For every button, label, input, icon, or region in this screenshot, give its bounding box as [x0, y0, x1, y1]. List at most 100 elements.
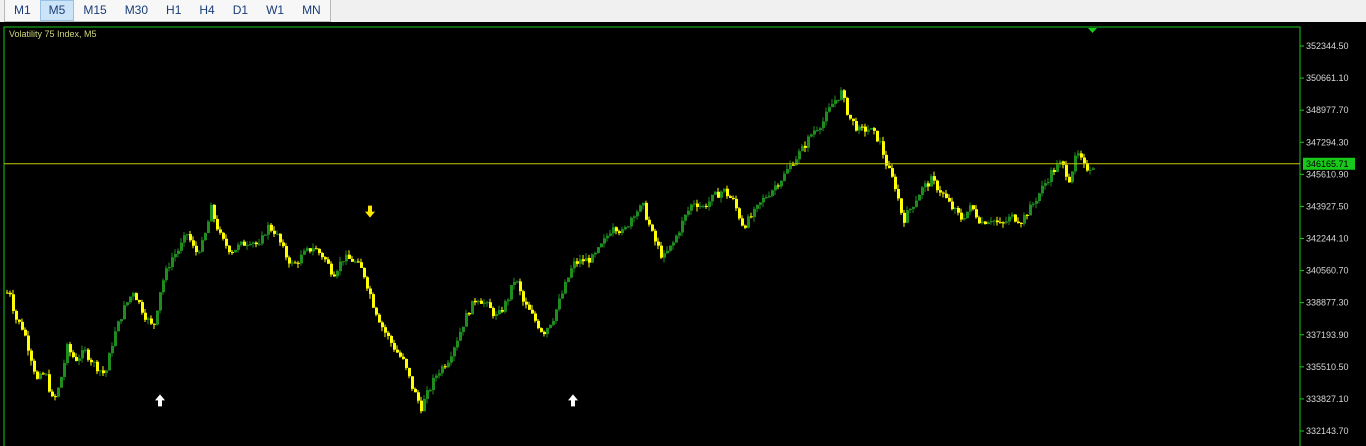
candle-body	[351, 258, 354, 262]
candle-body	[450, 356, 453, 363]
candle-body	[882, 141, 885, 155]
candle-body	[966, 211, 969, 219]
candle-body	[339, 261, 342, 272]
candle-body	[777, 185, 780, 187]
candle-body	[954, 208, 957, 210]
candle-body	[546, 328, 549, 335]
candle-body	[423, 398, 426, 412]
candle-body	[1032, 203, 1035, 205]
candle-body	[1050, 170, 1053, 182]
candle-body	[477, 300, 480, 303]
timeframe-m30-button[interactable]: M30	[124, 3, 149, 17]
candle-body	[57, 387, 60, 397]
price-tick-label: 342244.10	[1306, 234, 1349, 244]
candle-body	[213, 204, 216, 219]
candle-body	[144, 312, 147, 320]
timeframe-d1-button[interactable]: D1	[232, 3, 249, 17]
candle-body	[168, 266, 171, 269]
candle-body	[576, 261, 579, 264]
candle-body	[1065, 164, 1068, 177]
candle-body	[45, 374, 48, 376]
candle-body	[714, 191, 717, 195]
candle-body	[453, 347, 456, 357]
timeframe-m15-button[interactable]: M15	[83, 3, 107, 17]
candle-body	[201, 240, 204, 252]
candle-body	[867, 129, 870, 132]
candle-body	[465, 312, 468, 327]
candle-body	[534, 313, 537, 321]
candle-body	[735, 198, 738, 209]
candle-body	[771, 190, 774, 196]
candle-body	[1044, 183, 1047, 186]
candle-body	[885, 154, 888, 166]
candle-body	[516, 281, 519, 283]
candle-body	[810, 134, 813, 137]
candle-body	[855, 121, 858, 131]
candle-body	[756, 204, 759, 209]
candle-body	[921, 187, 924, 195]
candle-body	[519, 281, 522, 292]
candle-body	[603, 238, 606, 244]
candle-body	[285, 246, 288, 258]
candle-body	[1077, 153, 1080, 156]
candle-body	[480, 300, 483, 304]
candle-body	[42, 373, 45, 375]
candle-body	[1083, 157, 1086, 164]
candle-body	[1035, 201, 1038, 204]
candle-body	[6, 292, 9, 294]
candle-body	[642, 202, 645, 206]
candle-body	[99, 370, 102, 372]
candle-body	[417, 392, 420, 401]
candle-body	[1062, 161, 1065, 165]
timeframe-h1-button[interactable]: H1	[166, 3, 182, 17]
candle-body	[879, 141, 882, 143]
candle-body	[237, 244, 240, 250]
chart-window[interactable]: 352344.50 350661.10 348977.70 347294.30 3456…	[0, 22, 1366, 446]
candle-body	[165, 268, 168, 281]
candle-body	[600, 243, 603, 248]
candle-body	[375, 307, 378, 315]
candle-body	[891, 168, 894, 177]
candle-body	[207, 221, 210, 234]
timeframe-w1-button[interactable]: W1	[266, 3, 285, 17]
timeframe-m5-button[interactable]: M5	[39, 0, 75, 21]
candle-body	[150, 318, 153, 324]
chart-shift-marker-icon[interactable]	[1088, 28, 1097, 33]
candle-body	[774, 185, 777, 191]
candle-body	[228, 245, 231, 253]
candle-body	[1023, 214, 1026, 224]
candle-body	[1047, 181, 1050, 184]
candle-body	[198, 251, 201, 253]
timeframe-mn-button[interactable]: MN	[302, 3, 321, 17]
candle-body	[234, 249, 237, 253]
candle-body	[1041, 185, 1044, 194]
timeframe-m1-button[interactable]: M1	[14, 3, 31, 17]
candle-body	[918, 194, 921, 201]
candle-body	[66, 344, 69, 364]
candle-body	[552, 320, 555, 325]
price-tick-label: 340560.70	[1306, 266, 1349, 276]
candle-body	[717, 191, 720, 198]
candle-body	[894, 176, 897, 190]
candle-body	[366, 277, 369, 289]
candle-body	[846, 97, 849, 115]
candle-body	[570, 268, 573, 278]
candle-body	[651, 224, 654, 231]
candle-body	[36, 371, 39, 379]
price-chart[interactable]: 352344.50 350661.10 348977.70 347294.30 3456…	[0, 22, 1366, 446]
candle-body	[654, 230, 657, 242]
candle-body	[912, 206, 915, 209]
candle-body	[318, 248, 321, 254]
candle-body	[837, 99, 840, 101]
timeframe-h4-button[interactable]: H4	[199, 3, 215, 17]
candle-body	[645, 202, 648, 220]
candle-body	[597, 247, 600, 253]
candle-body	[915, 200, 918, 207]
candle-body	[255, 242, 258, 245]
candle-body	[675, 235, 678, 243]
candle-body	[471, 300, 474, 315]
candle-body	[804, 145, 807, 148]
candle-body	[243, 241, 246, 246]
candle-body	[147, 318, 150, 320]
timeframe-toolbar: M1 M5 M15 M30 H1 H4 D1 W1 MN	[0, 0, 1366, 23]
